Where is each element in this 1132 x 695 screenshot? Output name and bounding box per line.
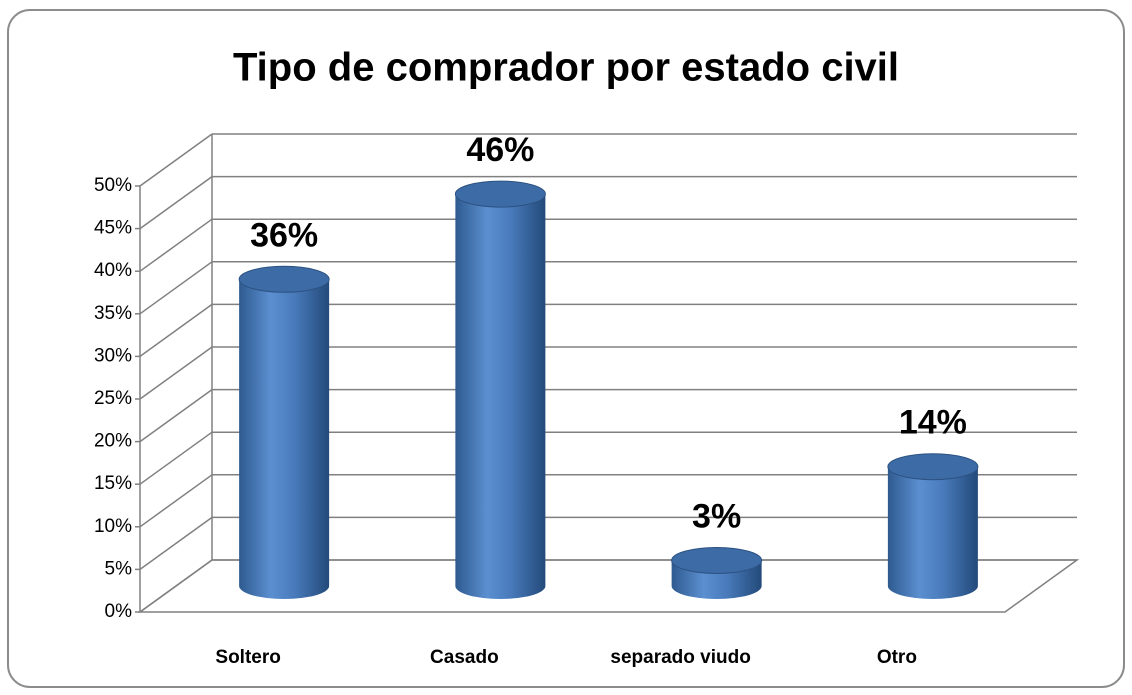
y-tick-label: 10% — [94, 516, 132, 537]
y-tick-label: 20% — [94, 431, 132, 452]
y-tick-label: 40% — [94, 260, 132, 281]
x-tick-label: Otro — [877, 647, 917, 668]
y-tick-label: 5% — [105, 558, 133, 579]
grid-line — [139, 431, 213, 485]
x-tick-label: separado viudo — [610, 647, 750, 668]
y-tick-label: 25% — [94, 388, 132, 409]
chart-title: Tipo de comprador por estado civil — [233, 46, 899, 90]
grid-line — [139, 175, 213, 230]
y-tick-label: 15% — [94, 473, 132, 494]
bar — [887, 453, 979, 599]
grid-line — [139, 559, 213, 613]
bar — [887, 466, 978, 599]
grid-line — [139, 218, 213, 272]
data-label: 14% — [899, 404, 967, 442]
bar-top — [454, 180, 546, 208]
y-tick-label: 35% — [94, 303, 132, 324]
data-label: 46% — [466, 131, 534, 169]
data-label: 3% — [692, 497, 741, 535]
y-tick-label: 50% — [94, 175, 132, 196]
y-tick-label: 45% — [94, 218, 132, 239]
bar — [238, 265, 330, 599]
x-tick-label: Casado — [430, 647, 499, 668]
y-tick-label: 30% — [94, 345, 132, 366]
grid-line — [139, 388, 213, 443]
bar — [671, 546, 763, 599]
grid-line — [139, 346, 213, 400]
bar — [455, 194, 546, 599]
y-tick-label: 0% — [105, 601, 133, 622]
bar — [454, 180, 546, 599]
bar-top — [671, 546, 763, 574]
data-label: 36% — [250, 216, 318, 254]
x-tick-label: Soltero — [215, 647, 280, 668]
bar — [239, 279, 330, 599]
bar-top — [238, 265, 330, 293]
grid-line — [139, 261, 213, 315]
grid-line — [139, 133, 213, 187]
grid-line — [139, 303, 213, 358]
grid-line — [139, 474, 213, 528]
bar-top — [887, 453, 979, 481]
grid-line — [139, 516, 213, 571]
